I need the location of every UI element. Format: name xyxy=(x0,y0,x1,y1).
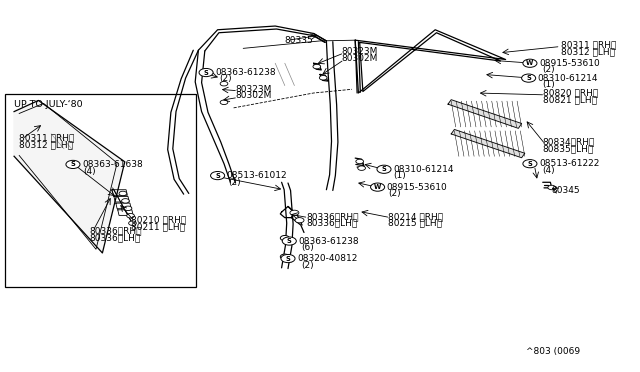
Text: 80302M: 80302M xyxy=(236,92,272,100)
Text: 80211 〈LH〉: 80211 〈LH〉 xyxy=(131,222,185,231)
Circle shape xyxy=(295,218,304,223)
Text: 80336〈LH〉: 80336〈LH〉 xyxy=(90,233,141,242)
Text: 80345: 80345 xyxy=(552,186,580,195)
Circle shape xyxy=(523,160,537,168)
Text: 08320-40812: 08320-40812 xyxy=(297,254,357,263)
Circle shape xyxy=(199,68,213,77)
Circle shape xyxy=(371,183,385,191)
Text: S: S xyxy=(285,256,291,262)
Text: 08363-61238: 08363-61238 xyxy=(298,237,359,246)
Text: ^803 (0069: ^803 (0069 xyxy=(526,347,580,356)
Circle shape xyxy=(319,76,327,80)
Circle shape xyxy=(290,210,299,215)
Circle shape xyxy=(211,171,225,180)
Text: 08915-53610: 08915-53610 xyxy=(387,183,447,192)
Text: 80821 〈LH〉: 80821 〈LH〉 xyxy=(543,95,596,104)
Text: 08513-61012: 08513-61012 xyxy=(227,171,287,180)
Text: 80312 〈LH〉: 80312 〈LH〉 xyxy=(561,47,614,56)
Text: (2): (2) xyxy=(543,65,556,74)
Circle shape xyxy=(313,64,321,69)
Text: S: S xyxy=(526,75,531,81)
Circle shape xyxy=(281,254,295,263)
Circle shape xyxy=(377,165,391,173)
FancyBboxPatch shape xyxy=(5,94,196,287)
Text: 08310-61214: 08310-61214 xyxy=(393,165,454,174)
Text: 80312 〈LH〉: 80312 〈LH〉 xyxy=(19,140,73,149)
Circle shape xyxy=(220,81,228,86)
Text: 80311 〈RH〉: 80311 〈RH〉 xyxy=(19,133,75,142)
Text: S: S xyxy=(204,70,209,76)
Text: 80323M: 80323M xyxy=(236,85,272,94)
Text: 80215 〈LH〉: 80215 〈LH〉 xyxy=(388,219,442,228)
Circle shape xyxy=(124,206,132,211)
Circle shape xyxy=(523,59,537,67)
Polygon shape xyxy=(448,100,522,128)
Text: (6): (6) xyxy=(301,243,314,252)
Text: S: S xyxy=(381,166,387,172)
Circle shape xyxy=(280,235,289,241)
Circle shape xyxy=(548,185,556,190)
Text: 80336〈LH〉: 80336〈LH〉 xyxy=(306,219,357,228)
Text: 80214 〈RH〉: 80214 〈RH〉 xyxy=(388,212,443,221)
Text: 08310-61214: 08310-61214 xyxy=(538,74,598,83)
Polygon shape xyxy=(14,100,125,253)
Circle shape xyxy=(282,237,296,245)
Circle shape xyxy=(280,254,289,259)
Text: 08363-61638: 08363-61638 xyxy=(82,160,143,169)
Text: 80335: 80335 xyxy=(285,36,314,45)
Text: (4): (4) xyxy=(83,167,96,176)
Text: S: S xyxy=(527,161,532,167)
Text: 80834〈RH〉: 80834〈RH〉 xyxy=(543,138,595,147)
Text: (2): (2) xyxy=(388,189,401,198)
Text: W: W xyxy=(526,60,534,66)
Text: 80835〈LH〉: 80835〈LH〉 xyxy=(543,144,594,153)
Text: S: S xyxy=(70,161,76,167)
Text: 80336〈RH〉: 80336〈RH〉 xyxy=(306,212,358,221)
Text: W: W xyxy=(374,184,381,190)
Text: 80336〈RH〉: 80336〈RH〉 xyxy=(90,226,142,235)
Circle shape xyxy=(119,191,127,196)
Text: 80302M: 80302M xyxy=(341,54,378,63)
Circle shape xyxy=(129,221,136,225)
Text: (2): (2) xyxy=(228,178,241,187)
Circle shape xyxy=(122,199,129,203)
Circle shape xyxy=(220,100,228,105)
Text: (2): (2) xyxy=(301,261,314,270)
Text: 08915-53610: 08915-53610 xyxy=(539,59,600,68)
Text: 08513-61222: 08513-61222 xyxy=(539,159,599,168)
Text: 80210 〈RH〉: 80210 〈RH〉 xyxy=(131,216,186,225)
Text: S: S xyxy=(215,173,220,179)
Text: (4): (4) xyxy=(543,166,556,174)
Circle shape xyxy=(127,214,134,218)
Circle shape xyxy=(356,159,364,164)
Text: UP TO JULY-‘80: UP TO JULY-‘80 xyxy=(14,100,83,109)
Text: (2): (2) xyxy=(219,74,232,83)
Text: 08363-61238: 08363-61238 xyxy=(215,68,276,77)
Text: 80323M: 80323M xyxy=(341,47,378,56)
Circle shape xyxy=(358,166,365,170)
Circle shape xyxy=(522,74,536,82)
Text: 80820 〈RH〉: 80820 〈RH〉 xyxy=(543,89,598,97)
Text: S: S xyxy=(287,238,292,244)
Text: (1): (1) xyxy=(394,171,406,180)
Polygon shape xyxy=(451,129,525,158)
Text: 80311 〈RH〉: 80311 〈RH〉 xyxy=(561,40,616,49)
Circle shape xyxy=(66,160,80,169)
Text: (1): (1) xyxy=(543,80,556,89)
